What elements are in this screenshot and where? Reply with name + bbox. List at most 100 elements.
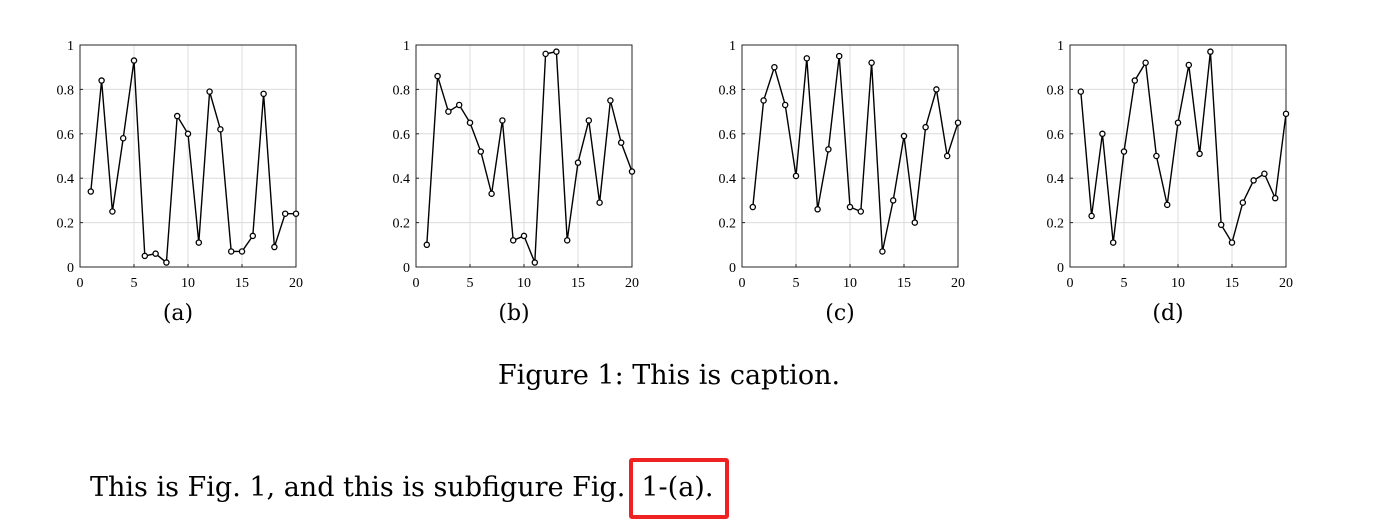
panel-b-point-1 [434,72,441,80]
panel-d-point-12 [1207,48,1214,55]
panel-b-point-10 [531,259,539,266]
panel-d-point-17 [1261,170,1268,178]
panel-b-point-4 [466,119,474,126]
panel-d-ytick-label-2: 0.4 [1047,172,1065,187]
panel-b-point-9 [520,232,528,240]
panel-a-ytick-label-4: 0.8 [57,83,75,98]
panel-b-series-line [426,50,633,263]
panel-a-point-18 [281,210,289,217]
panel-d-point-19 [1282,110,1290,118]
panel-a-point-8 [173,112,181,120]
panel-c-ytick-label-2: 0.4 [719,172,737,187]
panel-d-point-15 [1239,199,1247,206]
panel-b-ytick-label-4: 0.8 [393,83,411,98]
panel-a-point-5 [141,252,149,260]
panel-d-ytick-label-5: 1 [1057,39,1064,54]
panel-a-ytick-label-3: 0.6 [57,128,75,143]
panel-b-ytick-label-3: 0.6 [393,128,411,143]
panel-d-xtick-label-4: 20 [1279,276,1293,291]
panel-b-point-7 [499,117,506,124]
panel-d-series-line [1080,51,1287,245]
highlighted-subfigure-reference[interactable]: 1-(a). [629,458,730,519]
panel-c-xtick-label-3: 15 [897,276,911,291]
panel-a-point-10 [195,239,203,246]
panel-a-xtick-label-0: 0 [77,276,84,291]
panel-a-ytick-label-1: 0.2 [57,217,75,232]
panel-d-xtick-label-3: 15 [1225,276,1239,291]
panel-a-point-4 [130,57,138,64]
panel-c-ytick-label-1: 0.2 [719,217,737,232]
panel-a-point-14 [238,248,246,255]
panel-a-ytick-label-0: 0 [67,261,74,276]
panel-b-point-19 [628,168,636,175]
panel-a-xtick-label-2: 10 [181,276,195,291]
subfigure-d-label: (d) [1152,301,1184,326]
panel-b-point-17 [607,97,614,104]
panel-d-point-10 [1185,61,1193,69]
panel-c-xtick-label-1: 5 [793,276,800,291]
panel-d-point-2 [1099,130,1106,138]
panel-d-point-11 [1196,150,1203,158]
panel-d-point-1 [1088,212,1095,220]
panel-b-point-5 [477,148,485,155]
panel-c-point-4 [792,172,800,180]
paragraph-text: This is Fig. 1, and this is subfigure Fi… [90,472,626,503]
panel-c-point-17 [933,86,940,93]
panel-d-point-0 [1077,88,1085,95]
panel-b-point-0 [423,241,431,249]
panel-a-point-2 [109,208,116,215]
panel-a-point-11 [206,88,213,95]
panel-c-xtick-label-0: 0 [739,276,746,291]
panel-b-xtick-label-4: 20 [625,276,639,291]
panel-a-point-13 [227,248,235,255]
panel-d-xtick-label-2: 10 [1171,276,1185,291]
panel-b-point-6 [488,190,495,197]
panel-a-point-19 [292,210,300,217]
panel-d-point-4 [1120,148,1128,155]
panel-d-ytick-label-4: 0.8 [1047,83,1065,98]
panel-d-point-9 [1174,119,1182,126]
panel-a-point-15 [249,232,257,240]
panel-c-point-2 [771,63,778,71]
panel-a-point-16 [260,90,267,98]
panel-b-ytick-label-0: 0 [403,261,410,276]
panel-a-point-12 [217,126,224,133]
panel-d-xtick-label-1: 5 [1121,276,1128,291]
panel-c-point-11 [868,59,875,67]
panel-a-ytick-label-2: 0.4 [57,172,75,187]
panel-a-ytick-label-5: 1 [67,39,74,54]
panel-c-point-5 [803,55,811,62]
panel-d-point-8 [1163,201,1171,209]
panel-c-point-9 [846,203,854,211]
panel-b-point-3 [455,101,463,109]
subfigure-b-label: (b) [498,301,530,326]
panel-b-xtick-label-0: 0 [413,276,420,291]
panel-b-point-15 [585,117,593,124]
body-paragraph: This is Fig. 1, and this is subfigure Fi… [90,458,730,519]
panel-b-point-8 [509,237,517,244]
panel-b-ytick-label-1: 0.2 [393,217,411,232]
panel-c-point-12 [879,248,886,255]
panel-b-point-14 [574,159,582,166]
panel-a-point-6 [152,250,159,257]
panel-d-point-16 [1250,177,1257,184]
panel-d-point-7 [1153,152,1160,160]
panel-a-xtick-label-3: 15 [235,276,249,291]
figure-caption: Figure 1: This is caption. [497,360,841,391]
panel-b-xtick-label-2: 10 [517,276,531,291]
panel-d-point-18 [1271,194,1279,202]
panel-c-point-19 [954,119,962,126]
panel-c-point-3 [781,101,789,109]
panel-b-point-2 [445,108,452,115]
panel-b-xtick-label-1: 5 [467,276,474,291]
panel-a-xtick-label-4: 20 [289,276,303,291]
panel-d-point-14 [1228,239,1236,246]
subfigure-a-plot: 0 5 10 15 20 0 0.2 0.4 0.6 0.8 1 [57,39,304,291]
panel-b-ytick-label-2: 0.4 [393,172,411,187]
panel-c-point-18 [943,152,951,160]
panel-c-point-0 [749,203,757,211]
panel-a-point-9 [184,130,192,138]
panel-c-point-16 [922,123,929,131]
subfigure-c-label: (c) [825,301,855,326]
panel-d-point-5 [1131,77,1139,84]
